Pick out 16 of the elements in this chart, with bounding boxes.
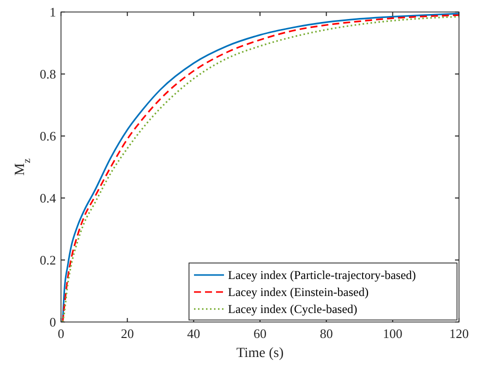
legend-label: Lacey index (Cycle-based) — [228, 302, 358, 316]
x-tick-label: 80 — [320, 326, 333, 341]
y-tick-label: 0.8 — [40, 66, 56, 82]
x-tick-label: 60 — [254, 326, 266, 341]
x-tick-label: 100 — [382, 326, 402, 341]
x-tick-label: 40 — [187, 326, 200, 341]
y-tick-label: 0.6 — [40, 128, 56, 144]
legend-label: Lacey index (Einstein-based) — [228, 285, 369, 300]
x-tick-label: 120 — [449, 326, 469, 341]
y-tick-label: 0 — [50, 314, 56, 330]
y-tick-label: 0.4 — [40, 190, 56, 206]
x-tick-label: 20 — [120, 326, 134, 341]
y-tick-label: 1 — [50, 4, 56, 20]
y-tick-label: 0.2 — [40, 252, 56, 268]
x-axis-title: Time (s) — [236, 346, 284, 361]
legend-label: Lacey index (Particle-trajectory-based) — [228, 268, 416, 282]
